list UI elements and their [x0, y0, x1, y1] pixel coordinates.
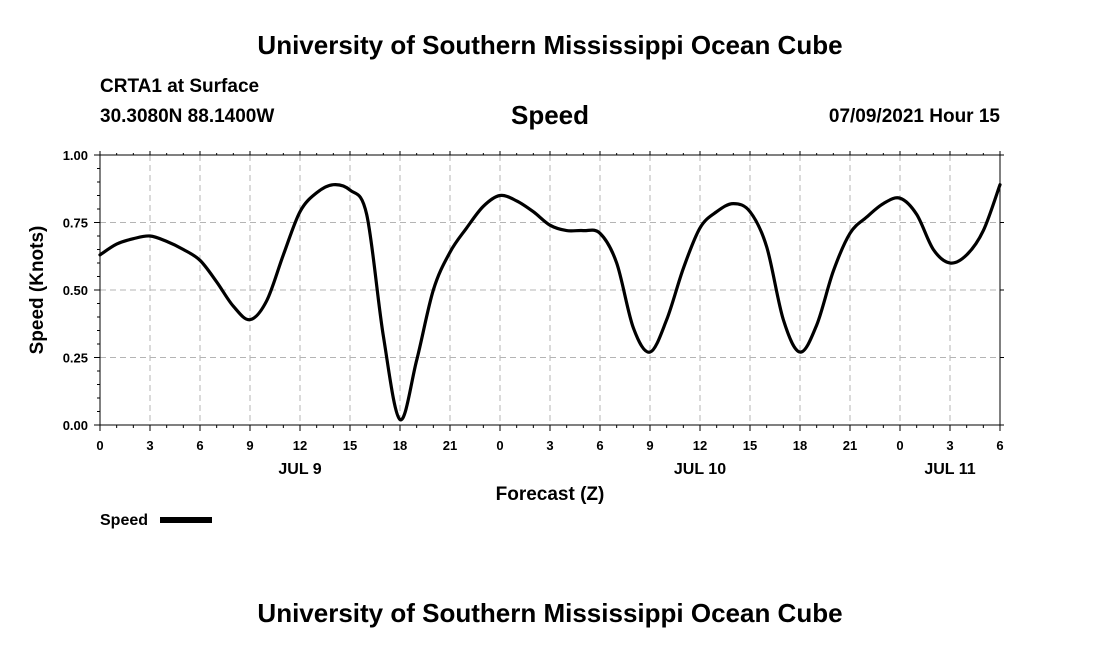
- x-axis-label: Forecast (Z): [496, 484, 605, 505]
- legend-label: Speed: [100, 512, 148, 529]
- y-tick-label: 1.00: [63, 148, 88, 163]
- y-tick-label: 0.50: [63, 283, 88, 298]
- x-tick-label: 6: [196, 438, 203, 453]
- station-label: CRTA1 at Surface: [100, 76, 260, 97]
- x-tick-label: 6: [996, 438, 1003, 453]
- x-tick-label: 3: [146, 438, 153, 453]
- y-axis-label: Speed (Knots): [27, 226, 48, 355]
- x-tick-label: 3: [546, 438, 553, 453]
- y-tick-label: 0.75: [63, 216, 88, 231]
- date-label: JUL 9: [278, 461, 321, 478]
- x-tick-label: 0: [896, 438, 903, 453]
- x-tick-label: 0: [496, 438, 503, 453]
- legend-line-swatch: [160, 517, 212, 523]
- axis-ticks: [94, 151, 1004, 431]
- legend: Speed: [100, 512, 212, 529]
- x-tick-label: 0: [96, 438, 103, 453]
- grid-lines: [100, 155, 1000, 425]
- series-layer: [98, 183, 1002, 422]
- x-tick-label: 12: [293, 438, 307, 453]
- y-tick-label: 0.25: [63, 351, 88, 366]
- date-label: 07/09/2021 Hour 15: [828, 106, 1000, 127]
- axis-labels: 0 3 6 9 12 15 18 21 0 3 6 9 12 15 18 21 0 3 6 JUL 9 JUL 10 JU…: [63, 148, 1004, 478]
- x-tick-label: 3: [946, 438, 953, 453]
- plot-frame: [99, 154, 1001, 426]
- date-label: JUL 10: [674, 461, 726, 478]
- x-tick-label: 9: [246, 438, 253, 453]
- x-tick-label: 21: [843, 438, 857, 453]
- x-tick-label: 18: [393, 438, 407, 453]
- header-title: University of Southern Mississippi Ocean…: [257, 30, 843, 60]
- series-line-speed: [98, 183, 1002, 422]
- coordinates-label: 30.3080N 88.1400W: [100, 106, 275, 127]
- x-tick-label: 18: [793, 438, 807, 453]
- x-tick-label: 12: [693, 438, 707, 453]
- date-label: JUL 11: [924, 461, 975, 478]
- chart-title: Speed: [510, 100, 590, 130]
- x-tick-label: 21: [443, 438, 457, 453]
- footer-title: University of Southern Mississippi Ocean…: [257, 598, 843, 628]
- x-tick-label: 9: [646, 438, 653, 453]
- x-tick-label: 15: [343, 438, 357, 453]
- y-tick-label: 0.00: [63, 418, 88, 433]
- x-tick-label: 6: [596, 438, 603, 453]
- x-tick-label: 15: [743, 438, 757, 453]
